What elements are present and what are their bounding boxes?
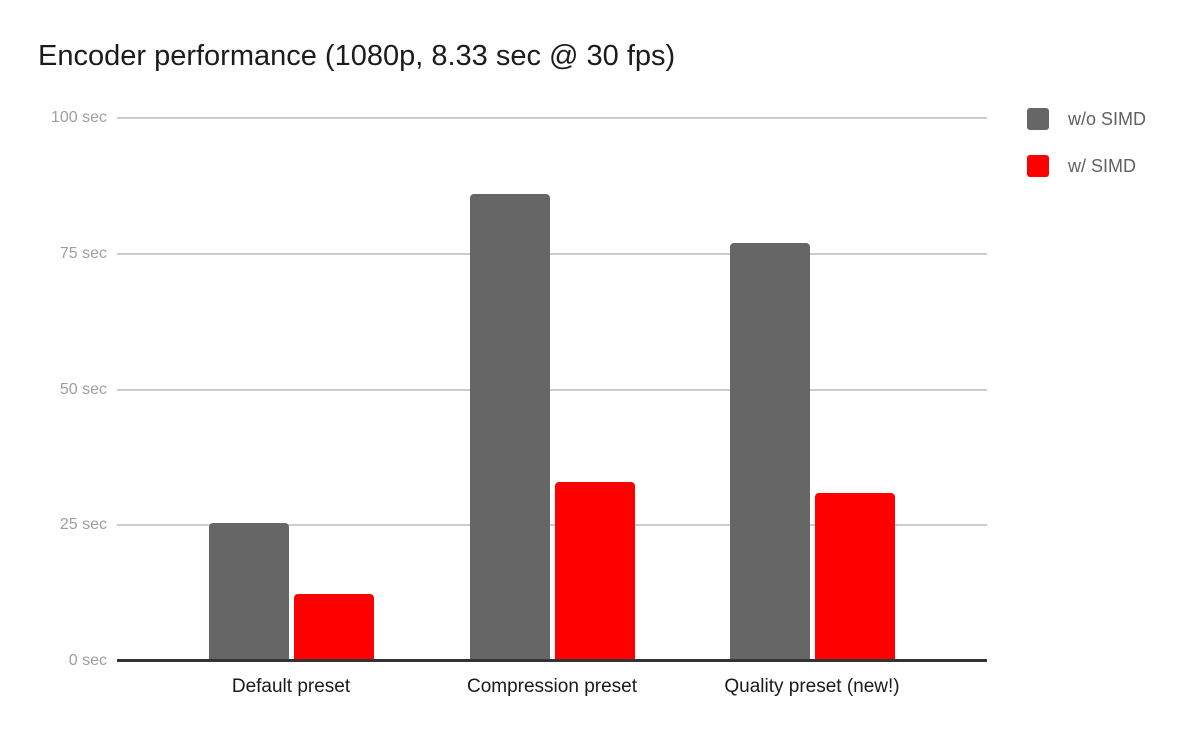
bar-group-1 [208,522,374,661]
gridline-100 [117,117,987,119]
gridline-25 [117,524,987,527]
axis-baseline [117,659,987,662]
bar-series-1-category-3 [729,242,810,661]
y-tick-label-100: 100 sec [50,109,107,126]
legend-swatch-icon [1027,155,1049,177]
bar-group-2 [469,194,635,661]
bar-series-2-category-2 [554,481,635,661]
category-label-1: Default preset [231,676,351,697]
legend-label: w/ SIMD [1068,155,1137,176]
bar-series-2-category-1 [293,594,374,661]
chart-title: Encoder performance (1080p, 8.33 sec @ 3… [38,40,676,72]
bar-series-1-category-2 [469,194,550,661]
y-tick-label-75: 75 sec [59,244,107,262]
legend-swatch-icon [1027,108,1049,130]
category-label-2: Compression preset [466,676,638,697]
gridline-75 [117,252,987,255]
legend-label: w/o SIMD [1068,108,1147,129]
y-tick-label-0: 0 sec [68,652,107,669]
legend-item-2: w/ SIMD [1027,155,1146,177]
y-tick-label-50: 50 sec [59,380,107,398]
gridline-50 [117,388,987,391]
legend-item-1: w/o SIMD [1027,108,1146,130]
legend: w/o SIMD w/ SIMD [1027,108,1146,177]
bar-group-3 [729,242,895,661]
bar-series-2-category-3 [814,492,895,661]
bar-series-1-category-1 [208,522,289,661]
y-tick-label-25: 25 sec [59,516,107,534]
category-label-3: Quality preset (new!) [724,676,900,697]
plot-area [117,117,987,662]
